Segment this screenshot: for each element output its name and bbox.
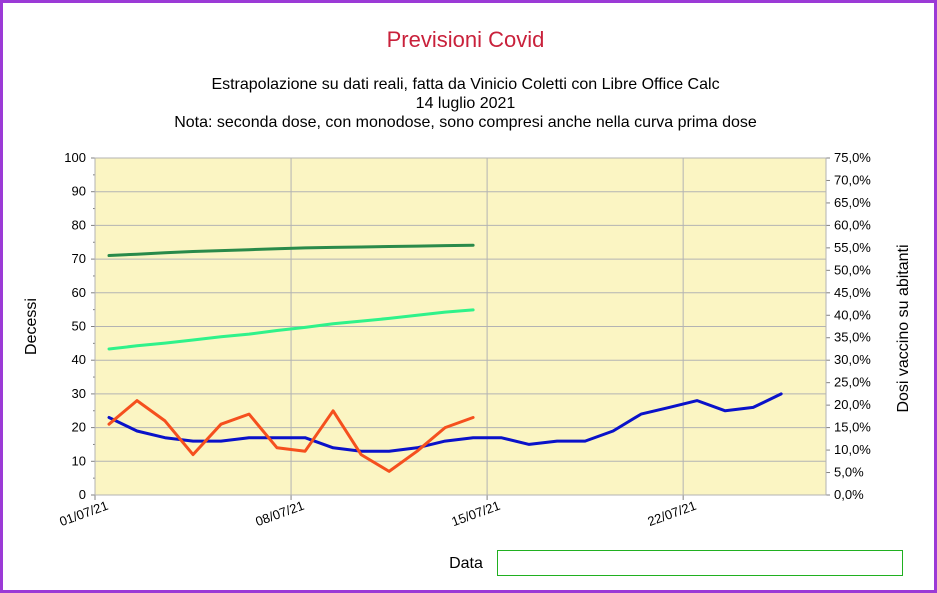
y-tick-label: 20 [72, 420, 86, 435]
x-tick-label: 01/07/21 [57, 498, 110, 529]
y-tick-label: 10 [72, 453, 86, 468]
y2-tick-label: 55,0% [834, 240, 871, 255]
y2-tick-label: 75,0% [834, 150, 871, 165]
y-tick-label: 70 [72, 251, 86, 266]
y2-tick-label: 45,0% [834, 285, 871, 300]
y2-tick-label: 30,0% [834, 352, 871, 367]
y2-tick-label: 25,0% [834, 375, 871, 390]
y2-tick-label: 35,0% [834, 330, 871, 345]
y2-tick-label: 50,0% [834, 262, 871, 277]
y2-tick-label: 0,0% [834, 487, 864, 502]
subtitle-line-3: Nota: seconda dose, con monodose, sono c… [174, 114, 757, 131]
legend [497, 550, 903, 576]
y-tick-label: 50 [72, 319, 86, 334]
y2-tick-label: 15,0% [834, 420, 871, 435]
chart-title: Previsioni Covid [386, 27, 545, 52]
y-tick-label: 0 [79, 487, 86, 502]
series-line-dati-reali [107, 399, 475, 473]
y2-tick-label: 65,0% [834, 195, 871, 210]
y2-tick-label: 40,0% [834, 307, 871, 322]
y2-tick-label: 20,0% [834, 397, 871, 412]
y2-tick-label: 5,0% [834, 465, 864, 480]
series-line-previsione [107, 392, 783, 453]
subtitle-line-2: 14 luglio 2021 [415, 95, 516, 112]
y-tick-label: 90 [72, 184, 86, 199]
y-axis-title: Decessi [23, 298, 40, 355]
y-tick-label: 100 [64, 150, 86, 165]
x-axis-title: Data [449, 555, 483, 572]
subtitle-line-1: Estrapolazione su dati reali, fatta da V… [211, 76, 720, 93]
y-tick-label: 80 [72, 217, 86, 232]
y2-axis-title: Dosi vaccino su abitanti [895, 244, 912, 412]
series-line-prima-dose [107, 243, 475, 257]
y2-tick-label: 60,0% [834, 217, 871, 232]
y-tick-label: 30 [72, 386, 86, 401]
y2-tick-label: 10,0% [834, 442, 871, 457]
x-tick-label: 15/07/21 [449, 498, 502, 529]
x-tick-label: 22/07/21 [645, 498, 698, 529]
series-line-seconda-dose [107, 308, 475, 351]
plot-border [94, 157, 827, 496]
chart-subtitle: Estrapolazione su dati reali, fatta da V… [0, 75, 931, 132]
y2-tick-label: 70,0% [834, 172, 871, 187]
y-tick-label: 60 [72, 285, 86, 300]
y-tick-label: 40 [72, 352, 86, 367]
x-tick-label: 08/07/21 [253, 498, 306, 529]
